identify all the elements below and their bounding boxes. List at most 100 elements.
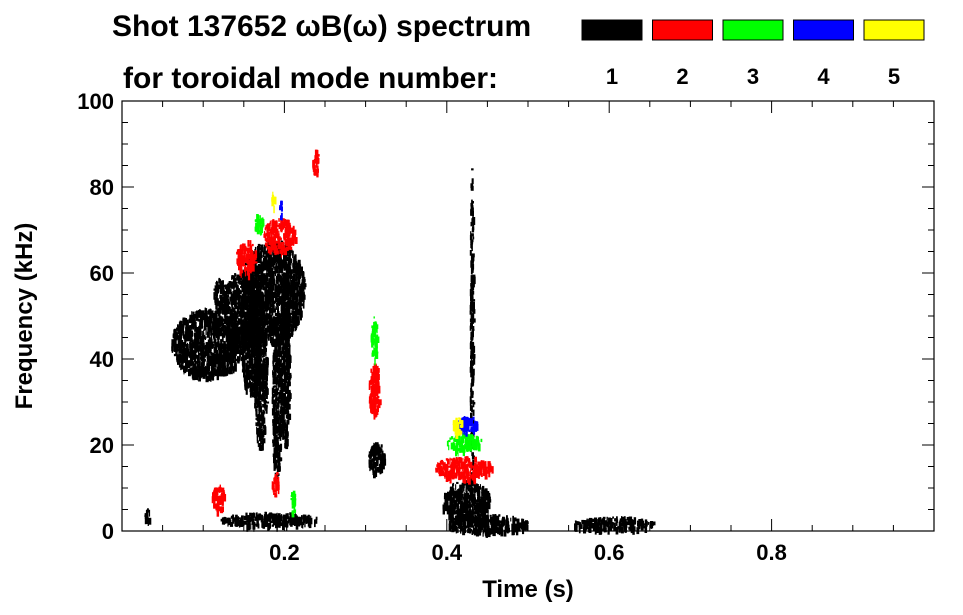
mode-1-speck — [280, 314, 284, 318]
mode-1-speck — [256, 352, 259, 360]
mode-1-speck — [178, 353, 181, 358]
mode-1-speck — [253, 378, 256, 386]
mode-1-speck — [295, 305, 298, 311]
mode-1-speck — [274, 255, 277, 264]
mode-1-speck — [203, 367, 206, 372]
mode-1-speck — [270, 306, 272, 313]
mode-1-speck — [382, 464, 385, 470]
mode-1-speck — [459, 484, 463, 489]
mode-1-speck — [180, 363, 183, 370]
mode-1-speck — [283, 361, 286, 365]
mode-1-speck — [249, 349, 251, 353]
mode-1-speck — [258, 331, 262, 337]
mode-1-speck — [278, 399, 281, 404]
mode-1-speck — [300, 309, 302, 318]
mode-1-speck — [191, 341, 195, 347]
mode-1-speck — [220, 363, 224, 368]
mode-1-speck — [283, 255, 287, 262]
mode-1-speck — [230, 330, 234, 337]
mode-1-speck — [225, 286, 228, 290]
mode-1-speck — [259, 350, 262, 359]
mode-1-speck — [308, 520, 312, 529]
mode-1-speck — [183, 367, 185, 375]
mode-1-speck — [285, 360, 288, 365]
mode-1-speck — [261, 518, 264, 527]
mode-1-speck — [189, 355, 193, 362]
mode-1-speck — [267, 269, 270, 276]
mode-1-speck — [260, 437, 264, 441]
mode-1-speck — [244, 273, 246, 282]
mode-1-speck — [283, 259, 287, 264]
mode-1-speck — [274, 413, 277, 416]
mode-1-speck — [235, 283, 238, 291]
mode-1-speck — [215, 331, 218, 336]
mode-1-speck — [263, 434, 265, 438]
mode-1-speck — [266, 359, 269, 368]
mode-1-speck — [182, 328, 184, 333]
mode-1-speck — [217, 366, 221, 371]
mode-1-speck — [223, 342, 226, 348]
mode-1-speck — [258, 345, 262, 351]
mode-1-speck — [245, 275, 248, 283]
mode-1-speck — [189, 332, 192, 341]
mode-1-speck — [229, 350, 231, 358]
mode-1-speck — [246, 320, 248, 325]
mode-1-speck — [280, 379, 282, 385]
mode-1-speck — [265, 294, 269, 298]
mode-1-speck — [272, 375, 275, 379]
mode-1-speck — [223, 341, 226, 345]
mode-1-speck — [255, 414, 258, 417]
mode-1-speck — [244, 324, 248, 328]
mode-1-speck — [272, 262, 274, 265]
mode-1-speck — [257, 314, 260, 317]
mode-1-speck — [222, 304, 225, 313]
mode-1-speck — [271, 396, 274, 404]
mode-1-speck — [254, 357, 256, 362]
mode-1-speck — [216, 370, 219, 376]
mode-1-speck — [277, 515, 279, 522]
mode-1-speck — [255, 390, 258, 395]
mode-1-speck — [257, 334, 260, 338]
mode-1-speck — [266, 375, 268, 382]
mode-1-speck — [295, 323, 297, 330]
mode-1-speck — [225, 517, 227, 524]
mode-1-speck — [477, 490, 481, 498]
mode-1-speck — [206, 349, 210, 354]
mode-1-speck — [275, 356, 278, 361]
mode-1-speck — [291, 316, 294, 322]
mode-1-speck — [173, 332, 177, 340]
mode-1-speck — [230, 291, 232, 300]
mode-1-speck — [236, 289, 239, 296]
mode-1-speck — [188, 318, 192, 324]
mode-1-speck — [214, 310, 218, 315]
mode-1-speck — [242, 314, 246, 318]
mode-1-speck — [284, 380, 286, 389]
mode-1-speck — [295, 269, 299, 276]
mode-1-speck — [378, 455, 381, 460]
mode-1-speck — [189, 343, 193, 351]
mode-1-speck — [245, 362, 248, 371]
mode-1-speck — [235, 301, 237, 308]
mode-1-speck — [191, 315, 194, 320]
mode-1-speck — [288, 372, 292, 376]
mode-1-speck — [280, 320, 282, 323]
mode-1-speck — [301, 310, 303, 318]
mode-1-speck — [255, 286, 258, 293]
mode-1-speck — [255, 379, 259, 382]
mode-1-speck — [222, 329, 226, 337]
mode-1-speck — [467, 492, 470, 496]
mode-1-speck — [287, 309, 291, 316]
mode-1-speck — [285, 435, 288, 441]
mode-1-speck — [241, 351, 245, 358]
mode-1-speck — [274, 312, 278, 317]
mode-1-speck — [456, 503, 459, 511]
mode-1-speck — [260, 431, 264, 438]
mode-1-speck — [212, 363, 216, 366]
mode-1-speck — [259, 328, 262, 332]
mode-1-speck — [234, 306, 238, 310]
mode-1-speck — [213, 292, 215, 300]
mode-1-speck — [282, 350, 287, 354]
mode-1-speck — [275, 464, 277, 469]
mode-1-speck — [281, 355, 284, 361]
mode-1-speck — [227, 309, 230, 315]
